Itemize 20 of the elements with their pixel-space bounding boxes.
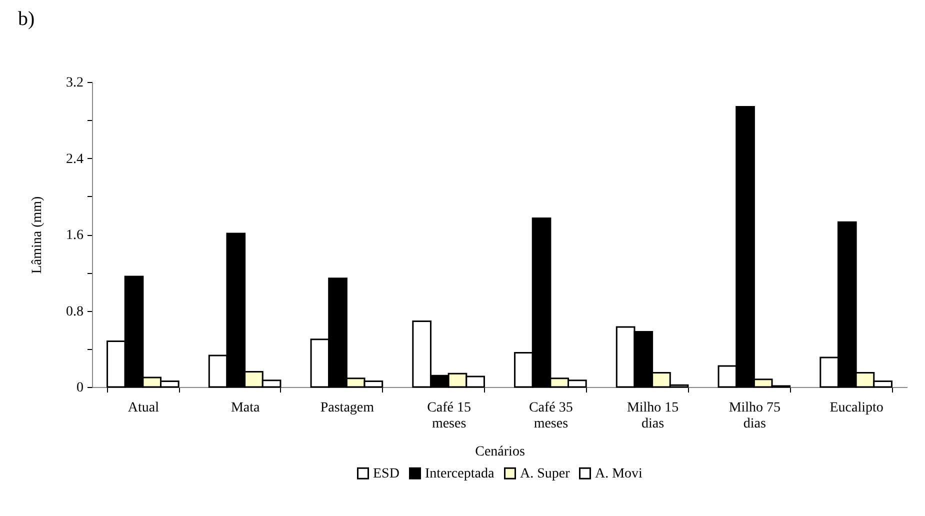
y-tick-label: 0.8 — [66, 304, 84, 320]
x-axis-title: Cenários — [475, 444, 525, 460]
x-tick-label: Atual — [128, 400, 160, 416]
x-tick-label: Café 15 meses — [427, 400, 472, 432]
x-tick-label: Milho 75 dias — [728, 400, 781, 432]
text: b) — [18, 8, 35, 31]
legend-label: A. Super — [520, 466, 570, 482]
x-tick-label: Mata — [230, 400, 260, 416]
y-tick-label: 1.6 — [66, 228, 84, 243]
x-tick-label: Eucalipto — [830, 400, 884, 416]
y-tick-label: 3.2 — [66, 76, 84, 90]
x-tick-label: Milho 15 dias — [626, 400, 679, 432]
x-tick-label: Pastagem — [320, 400, 374, 416]
legend-label: A. Movi — [595, 466, 643, 482]
legend-label: Interceptada — [425, 466, 495, 482]
y-axis-title: Lâmina (mm) — [30, 196, 45, 274]
legend-label: ESD — [373, 466, 400, 482]
y-tick-label: 0 — [76, 380, 84, 396]
x-tick-label: Café 35 meses — [528, 400, 573, 432]
y-tick-label: 2.4 — [66, 152, 84, 167]
